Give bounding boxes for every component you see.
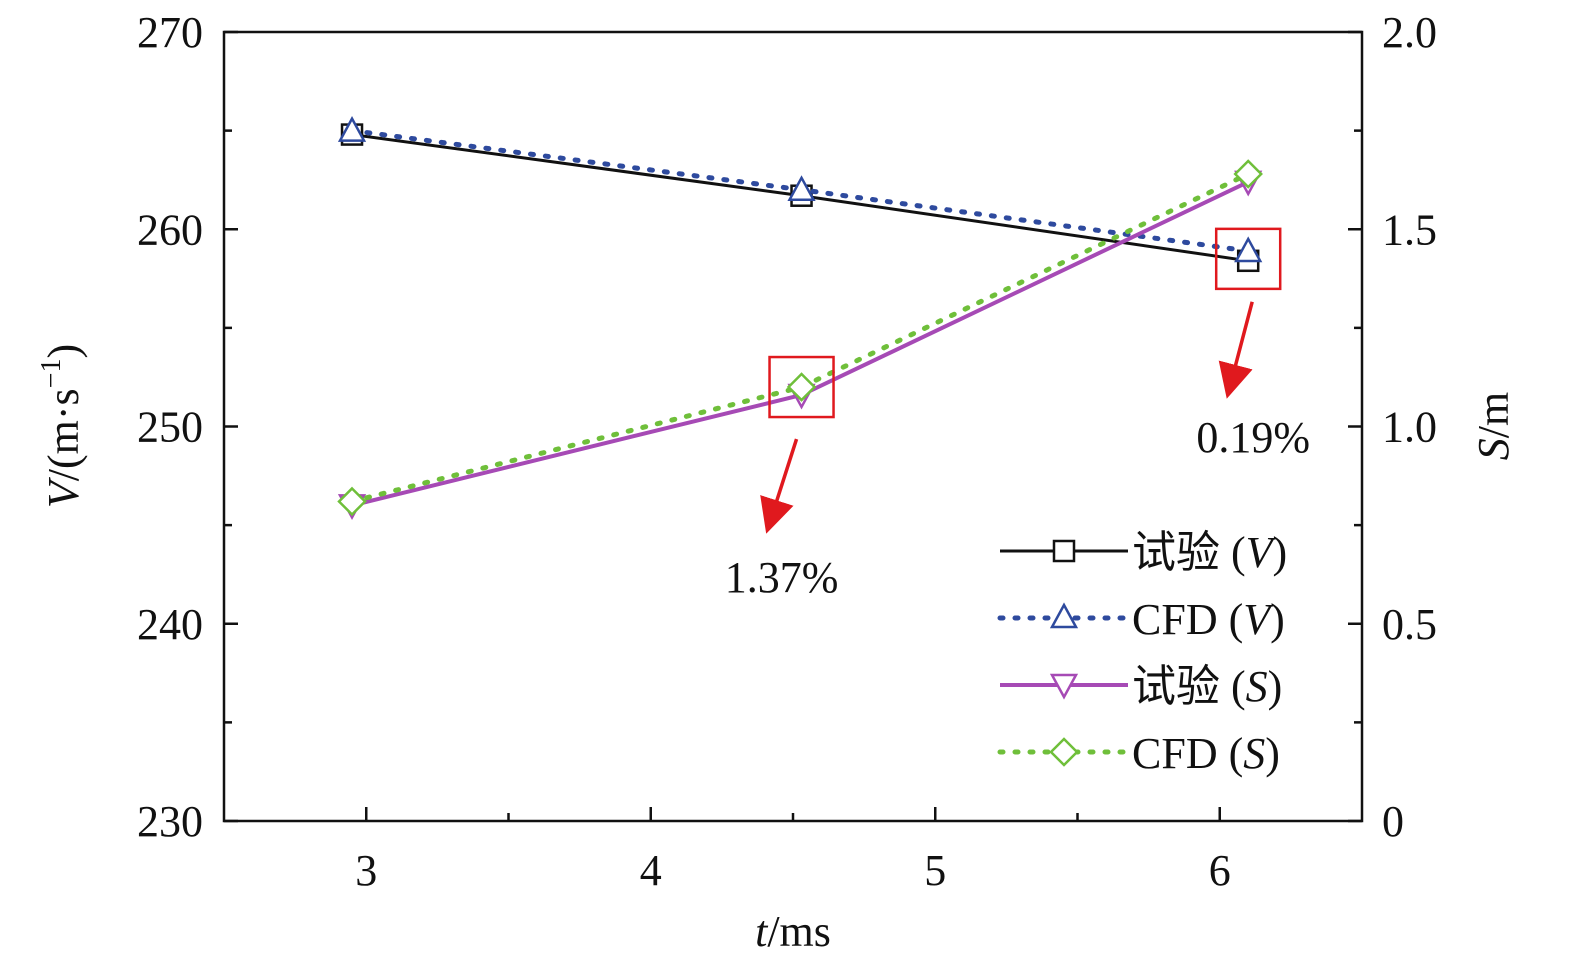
x-tick-label: 4 [640, 846, 662, 895]
legend-marker-triangle-down [1049, 673, 1079, 700]
y-right-tick-label: 1.5 [1382, 205, 1437, 254]
series-point-triangle-up [337, 116, 367, 142]
y-left-close: ) [39, 344, 88, 359]
y-left-tick-label: 240 [137, 600, 203, 649]
series-point-triangle-up [787, 175, 816, 202]
y-left-tick-label: 260 [137, 205, 203, 254]
legend-label-cfd-v: CFD (V) [1132, 595, 1285, 644]
legend-marker-diamond [1049, 737, 1079, 767]
x-tick-label: 5 [924, 846, 946, 895]
series-point-triangle-up [1234, 236, 1263, 263]
series-line-3 [349, 171, 1251, 504]
y-left-tick-label: 230 [137, 797, 203, 846]
annotation-arrow-1 [760, 438, 799, 534]
x-axis-var: t [755, 907, 769, 956]
legend-item-cfd-v: CFD (V) [997, 595, 1285, 644]
legend: 试验 (V) CFD (V) 试验 (S) CFD (S) [997, 528, 1287, 778]
annotation-layer: 1.37% 0.19% [725, 227, 1310, 602]
y-right-unit: /m [1469, 392, 1518, 438]
legend-item-cfd-s: CFD (S) [997, 729, 1280, 778]
series-layer [337, 116, 1263, 521]
y-right-tick-label: 1.0 [1382, 403, 1437, 452]
x-tick-label: 3 [355, 846, 377, 895]
series-point-diamond [1233, 159, 1263, 189]
y-left-sup: −1 [36, 359, 67, 389]
series-point-diamond [337, 486, 367, 517]
ticks-layer: 3 4 5 6 230 240 250 260 270 0 0.5 1.0 1.5 2.0 [137, 8, 1437, 895]
series-point-diamond [786, 372, 817, 402]
annotation-label-2: 0.19% [1196, 413, 1310, 462]
y-right-tick-label: 0.5 [1382, 600, 1437, 649]
legend-label-test-v: 试验 (V) [1132, 528, 1287, 577]
y-right-tick-label: 0 [1382, 797, 1404, 846]
legend-marker-square [1052, 539, 1076, 563]
y-left-unit: /(m·s [39, 388, 88, 481]
legend-label-cfd-s: CFD (S) [1132, 729, 1280, 778]
annotation-label-1: 1.37% [725, 553, 839, 602]
legend-item-test-v: 试验 (V) [1000, 528, 1287, 577]
y-left-tick-label: 250 [137, 403, 203, 452]
annotation-box-1 [768, 355, 835, 419]
y-left-tick-label: 270 [137, 8, 203, 57]
y-left-var: V [39, 476, 88, 508]
annotation-arrow-2 [1218, 301, 1254, 399]
x-tick-label: 6 [1209, 846, 1231, 895]
y-right-tick-label: 2.0 [1382, 8, 1437, 57]
x-axis-unit: /ms [767, 907, 831, 956]
y-right-axis-title: S/m [1469, 392, 1518, 460]
x-axis-title: t/ms [755, 907, 831, 956]
legend-item-test-s: 试验 (S) [1000, 662, 1282, 711]
annotation-box-2 [1214, 227, 1282, 291]
legend-label-test-s: 试验 (S) [1132, 662, 1282, 711]
legend-marker-triangle-up [1049, 602, 1079, 629]
y-left-axis-title: V/(m·s−1) [36, 344, 88, 508]
y-right-var: S [1469, 438, 1518, 460]
plot-frame [222, 30, 1364, 823]
